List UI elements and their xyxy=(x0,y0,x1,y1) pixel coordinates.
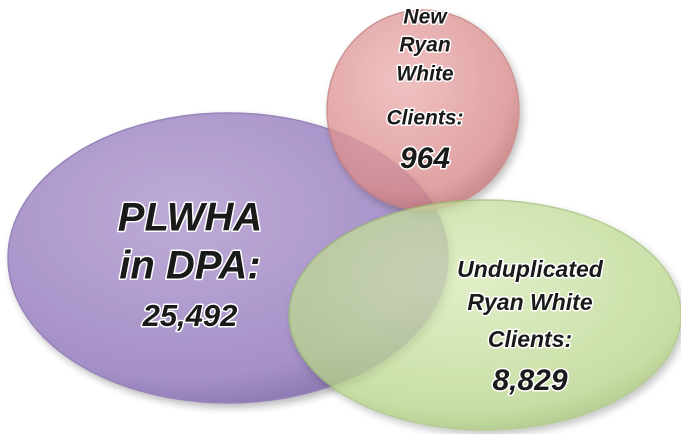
circle-value: 8,829 xyxy=(492,364,567,397)
circle-label: Ryan White xyxy=(467,289,592,315)
circle-label: White xyxy=(396,63,453,86)
circle-label: New xyxy=(403,6,448,29)
circle-value: 964 xyxy=(400,142,450,175)
circle-label: Clients: xyxy=(386,107,463,130)
circle-label: Ryan xyxy=(399,34,450,57)
unduplicated-clients-ellipse xyxy=(288,199,681,431)
circle-label: PLWHA xyxy=(118,196,262,240)
circle-label: Unduplicated xyxy=(457,256,604,282)
circle-label: Clients: xyxy=(488,326,572,352)
circle-value: 25,492 xyxy=(142,298,238,333)
circle-label: in DPA: xyxy=(119,244,260,288)
